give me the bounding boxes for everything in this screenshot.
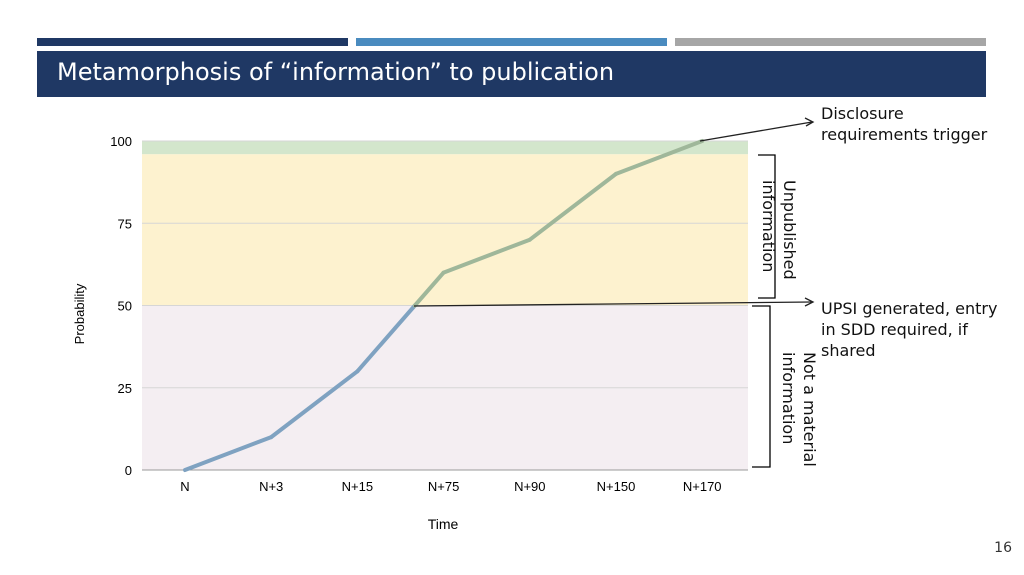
x-tick-label: N+3	[259, 479, 283, 494]
header-accent-bar-blue	[356, 38, 667, 46]
x-tick-label: N	[180, 479, 189, 494]
y-tick-label: 100	[110, 134, 132, 149]
bracket-not-material	[752, 305, 771, 468]
title-band	[37, 51, 986, 97]
x-tick-labels: N N+3 N+15 N+75 N+90 N+150 N+170	[180, 479, 721, 494]
series-segment	[441, 237, 532, 275]
probability-series	[183, 139, 705, 472]
x-tick-label: N+15	[342, 479, 373, 494]
header-accent-bar-navy	[37, 38, 348, 46]
series-segment	[527, 171, 618, 242]
x-tick-label: N+75	[428, 479, 459, 494]
series-segment	[269, 369, 360, 440]
zone-brackets	[752, 154, 776, 468]
x-tick-label: N+90	[514, 479, 545, 494]
y-tick-labels: 0 25 50 75 100	[110, 134, 132, 478]
page-number: 16	[994, 540, 1012, 556]
band-1	[142, 154, 748, 306]
callout-arrows	[413, 117, 815, 307]
label-unpublished-information: Unpublished information	[759, 180, 799, 280]
series-segment	[355, 303, 417, 374]
x-axis-label: Time	[428, 516, 459, 532]
band-2	[142, 141, 748, 155]
callout-disclosure-trigger: Disclosure requirements trigger	[821, 104, 988, 144]
y-tick-label: 75	[118, 216, 132, 231]
callout-upsi-generated: UPSI generated, entry in SDD required, i…	[821, 299, 998, 360]
slide-title: Metamorphosis of “information” to public…	[57, 58, 615, 86]
y-tick-label: 50	[118, 299, 132, 314]
header-accent-bar-gray	[675, 38, 986, 46]
y-tick-label: 25	[118, 381, 132, 396]
arrow-upsi-head	[804, 297, 815, 307]
arrow-upsi	[413, 301, 813, 307]
arrow-disclosure-head	[804, 117, 815, 127]
series-segment	[183, 435, 274, 472]
y-tick-label: 0	[125, 463, 132, 478]
x-tick-label: N+150	[597, 479, 636, 494]
x-tick-label: N+170	[683, 479, 722, 494]
bracket-unpublished	[758, 154, 776, 299]
label-not-material-information: Not a material information	[779, 352, 819, 467]
y-axis-label: Probability	[72, 283, 87, 344]
series-segment	[412, 270, 446, 308]
series-segment	[614, 139, 705, 176]
arrow-disclosure	[699, 121, 813, 142]
grid-lines	[142, 140, 748, 471]
